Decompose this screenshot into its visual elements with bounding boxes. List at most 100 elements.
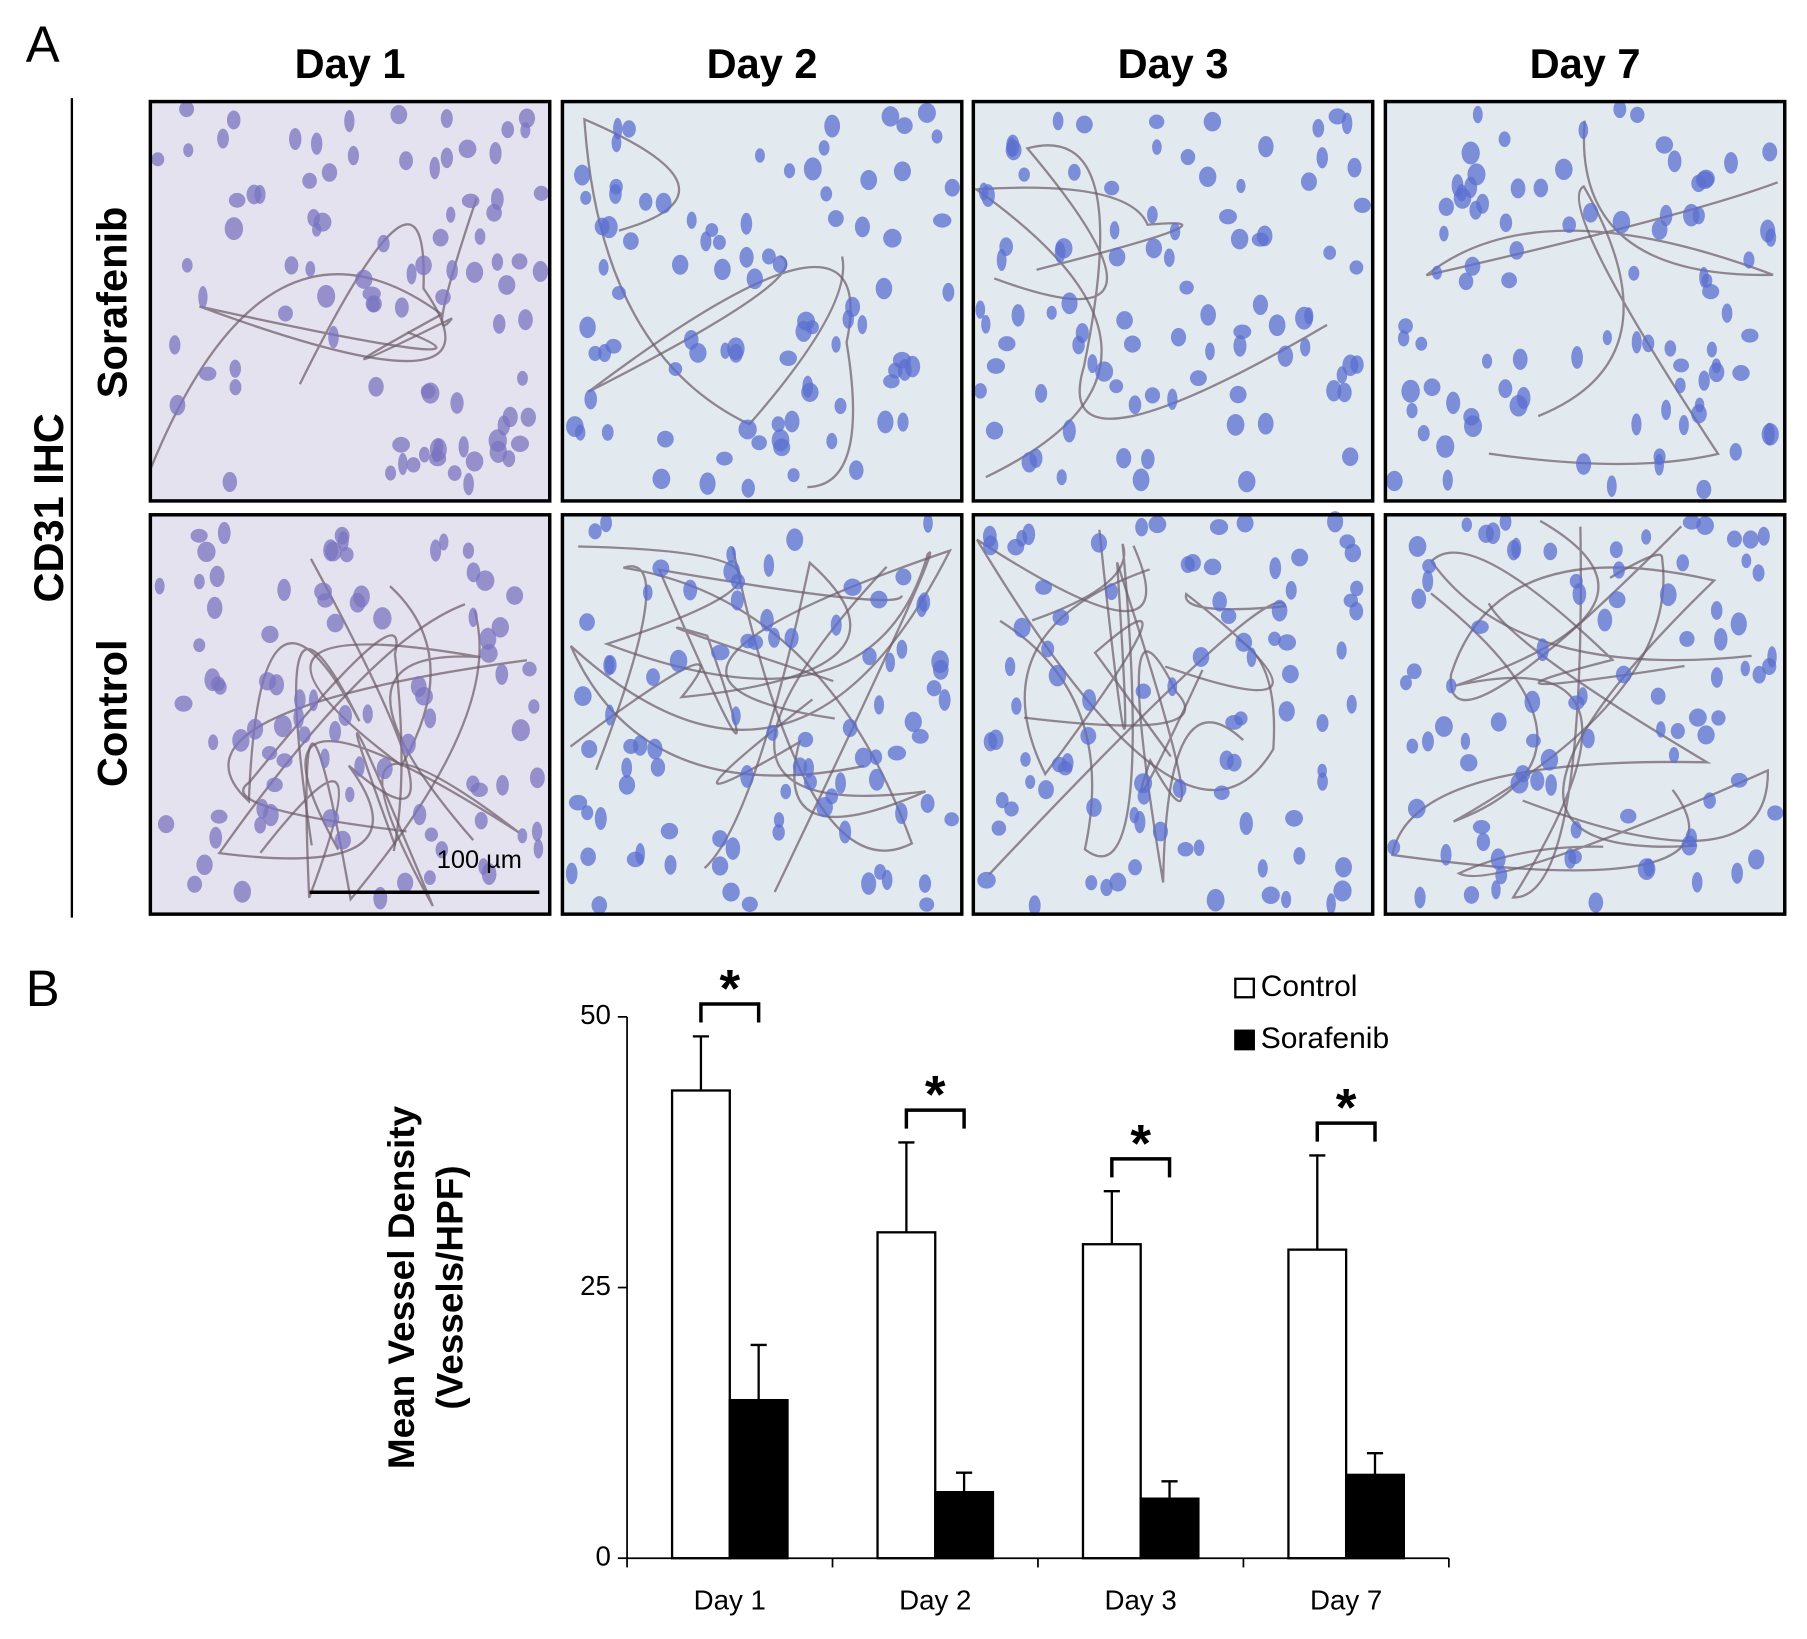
nucleus (289, 128, 302, 151)
nucleus (362, 286, 381, 302)
nucleus (1018, 167, 1030, 182)
nucleus (714, 258, 731, 281)
nucleus (1105, 583, 1118, 601)
nucleus (1408, 535, 1427, 557)
vessel (1425, 120, 1779, 277)
nucleus (1234, 711, 1248, 726)
panel-label: A (26, 16, 60, 73)
nucleus (1748, 849, 1765, 870)
nucleus (463, 472, 474, 496)
nucleus (579, 613, 595, 631)
column-label: Day 2 (707, 40, 818, 87)
nucleus (1406, 663, 1422, 680)
nucleus (1631, 413, 1642, 436)
nucleus (786, 528, 804, 551)
nucleus (1706, 341, 1717, 358)
nucleus (517, 370, 528, 386)
vessel (657, 568, 903, 735)
nucleus (1752, 665, 1766, 684)
nucleus (751, 435, 767, 451)
nucleus (1743, 251, 1755, 269)
nucleus (520, 122, 531, 139)
nucleus (803, 157, 822, 181)
nucleus (501, 121, 515, 139)
nucleus (1678, 414, 1689, 436)
nucleus (1431, 265, 1442, 280)
nucleus (1406, 402, 1418, 419)
nucleus (805, 320, 819, 335)
legend-label: Control (1261, 970, 1358, 1003)
nucleus (1230, 228, 1249, 250)
nucleus (1233, 324, 1252, 339)
nucleus (1597, 608, 1613, 632)
nucleus (1612, 561, 1625, 579)
nucleus (755, 148, 765, 163)
nucleus (400, 733, 416, 755)
nucleus (918, 874, 932, 893)
nucleus (760, 608, 774, 632)
nucleus (1316, 147, 1328, 169)
nucleus (532, 260, 549, 282)
nucleus (1422, 559, 1437, 574)
nucleus (1104, 180, 1120, 196)
nucleus (1463, 886, 1480, 904)
bar (728, 1398, 789, 1560)
nucleus (1524, 690, 1541, 713)
nucleus (581, 805, 594, 821)
nucleus (861, 872, 877, 895)
nucleus (842, 719, 858, 737)
nucleus (725, 837, 741, 860)
nucleus (621, 757, 633, 778)
nucleus (1020, 752, 1031, 767)
nucleus (432, 228, 449, 247)
nucleus (931, 129, 943, 144)
nucleus (1048, 664, 1067, 687)
nucleus (772, 824, 785, 841)
nucleus (1226, 753, 1242, 772)
nucleus (741, 896, 758, 912)
nucleus (1025, 774, 1036, 790)
nucleus (1189, 370, 1207, 387)
x-tick-label: Day 1 (694, 1584, 766, 1615)
nucleus (672, 254, 689, 275)
vessel (1391, 602, 1712, 872)
nucleus (1613, 100, 1627, 119)
nucleus (496, 774, 509, 796)
nucleus (1694, 397, 1705, 413)
nucleus (1236, 514, 1254, 533)
nucleus (1004, 657, 1016, 677)
nucleus (854, 216, 870, 238)
nucleus (868, 768, 885, 791)
column-label: Day 1 (295, 40, 406, 87)
nucleus (1041, 640, 1055, 658)
nucleus (1401, 379, 1420, 403)
nucleus (458, 436, 469, 458)
nucleus (518, 309, 533, 331)
nucleus (598, 259, 609, 276)
nucleus (1028, 895, 1041, 916)
nucleus (1342, 447, 1359, 467)
significance-label: * (1130, 1114, 1151, 1173)
nucleus (845, 296, 861, 318)
nucleus (447, 465, 462, 481)
nucleus (334, 830, 351, 850)
nucleus (1499, 213, 1513, 233)
nucleus (594, 217, 610, 236)
nucleus (1670, 723, 1685, 740)
nucleus (1004, 801, 1019, 817)
nucleus (1691, 871, 1703, 893)
nucleus (1742, 530, 1759, 549)
nucleus (1192, 647, 1210, 667)
nucleus (266, 777, 283, 793)
nucleus (1333, 880, 1352, 902)
nucleus (660, 822, 679, 840)
nucleus (294, 689, 306, 711)
vessel (1488, 184, 1720, 466)
x-tick-label: Day 7 (1310, 1584, 1382, 1615)
nucleus (1710, 601, 1723, 620)
nucleus (337, 530, 349, 552)
nucleus (730, 590, 744, 611)
nucleus (1696, 479, 1712, 500)
nucleus (1349, 260, 1364, 275)
nucleus (486, 203, 502, 222)
